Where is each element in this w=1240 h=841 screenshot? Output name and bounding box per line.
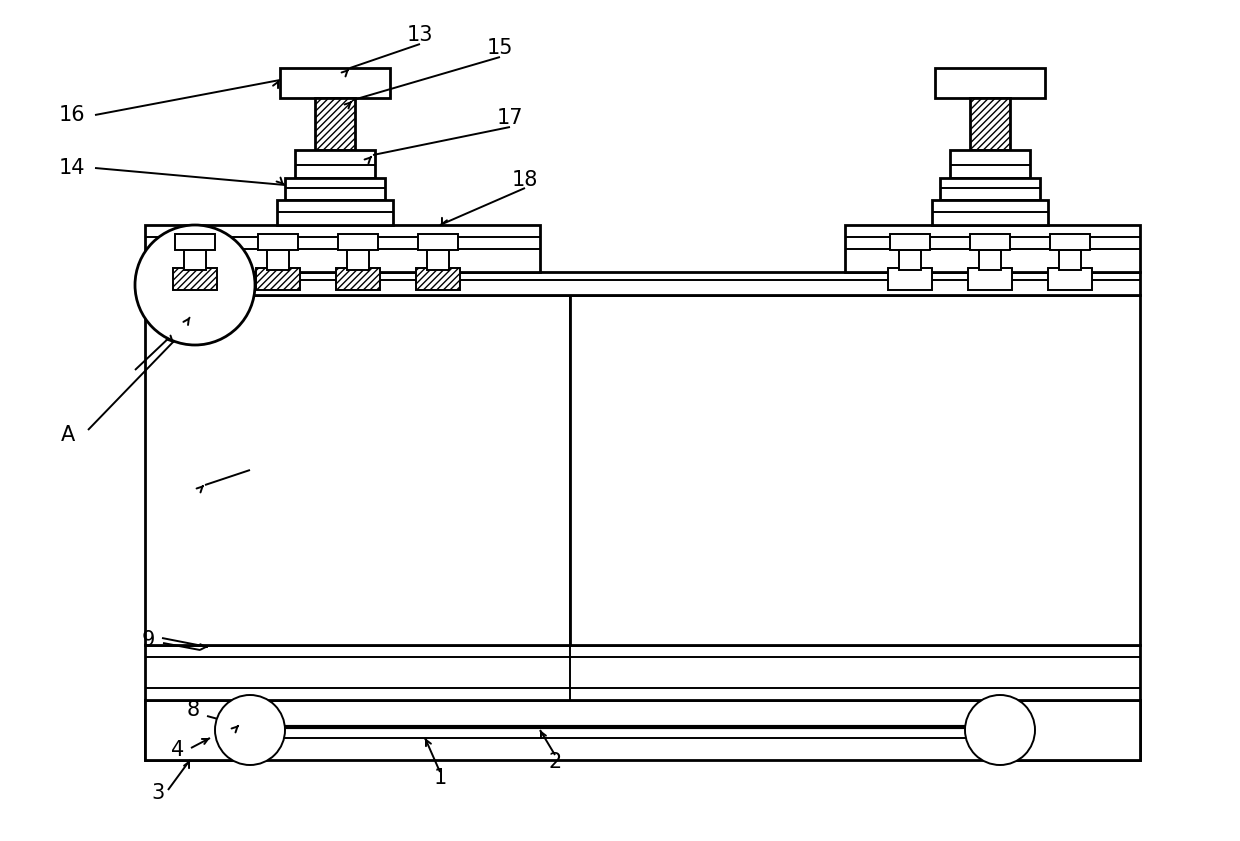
Bar — [844, 225, 1140, 272]
Text: 1: 1 — [433, 768, 446, 788]
Bar — [950, 150, 1030, 178]
Circle shape — [965, 695, 1035, 765]
Bar — [968, 268, 1012, 290]
Bar — [427, 250, 449, 270]
Text: 8: 8 — [186, 700, 200, 720]
Bar — [932, 200, 1048, 225]
Text: A: A — [61, 425, 76, 445]
Bar — [280, 68, 391, 98]
Bar — [415, 268, 460, 290]
Bar — [145, 700, 246, 760]
Bar — [1050, 234, 1090, 250]
Bar — [418, 234, 458, 250]
Bar — [336, 268, 379, 290]
Bar — [184, 250, 206, 270]
Bar — [145, 645, 1140, 700]
Bar — [935, 68, 1045, 98]
Bar — [175, 234, 215, 250]
Text: 13: 13 — [407, 25, 433, 45]
Bar — [888, 268, 932, 290]
Bar — [145, 700, 1140, 760]
Bar — [970, 234, 1011, 250]
Text: 16: 16 — [58, 105, 86, 125]
Bar — [145, 295, 570, 645]
Text: 18: 18 — [512, 170, 538, 190]
Text: 2: 2 — [548, 752, 562, 772]
Bar — [940, 178, 1040, 200]
Bar — [315, 98, 355, 150]
Bar — [174, 268, 217, 290]
Bar — [277, 200, 393, 225]
Bar — [175, 234, 215, 250]
Bar — [890, 234, 930, 250]
Bar — [285, 178, 384, 200]
Text: 17: 17 — [497, 108, 523, 128]
Bar — [1011, 700, 1140, 760]
Bar — [145, 225, 539, 272]
Bar — [174, 268, 217, 290]
Bar — [1059, 250, 1081, 270]
Bar — [1048, 268, 1092, 290]
Bar — [970, 98, 1011, 150]
Text: 4: 4 — [171, 740, 185, 760]
Bar — [339, 234, 378, 250]
Text: 14: 14 — [58, 158, 86, 178]
Text: 15: 15 — [487, 38, 513, 58]
Bar — [258, 234, 298, 250]
Bar — [347, 250, 370, 270]
Bar — [267, 250, 289, 270]
Bar — [570, 295, 1140, 645]
Bar — [899, 250, 921, 270]
Circle shape — [215, 695, 285, 765]
Circle shape — [135, 225, 255, 345]
Bar — [145, 272, 1140, 295]
Bar — [184, 250, 206, 270]
Bar — [255, 268, 300, 290]
Bar — [980, 250, 1001, 270]
Text: 3: 3 — [151, 783, 165, 803]
Text: 9: 9 — [141, 630, 155, 650]
Bar — [295, 150, 374, 178]
